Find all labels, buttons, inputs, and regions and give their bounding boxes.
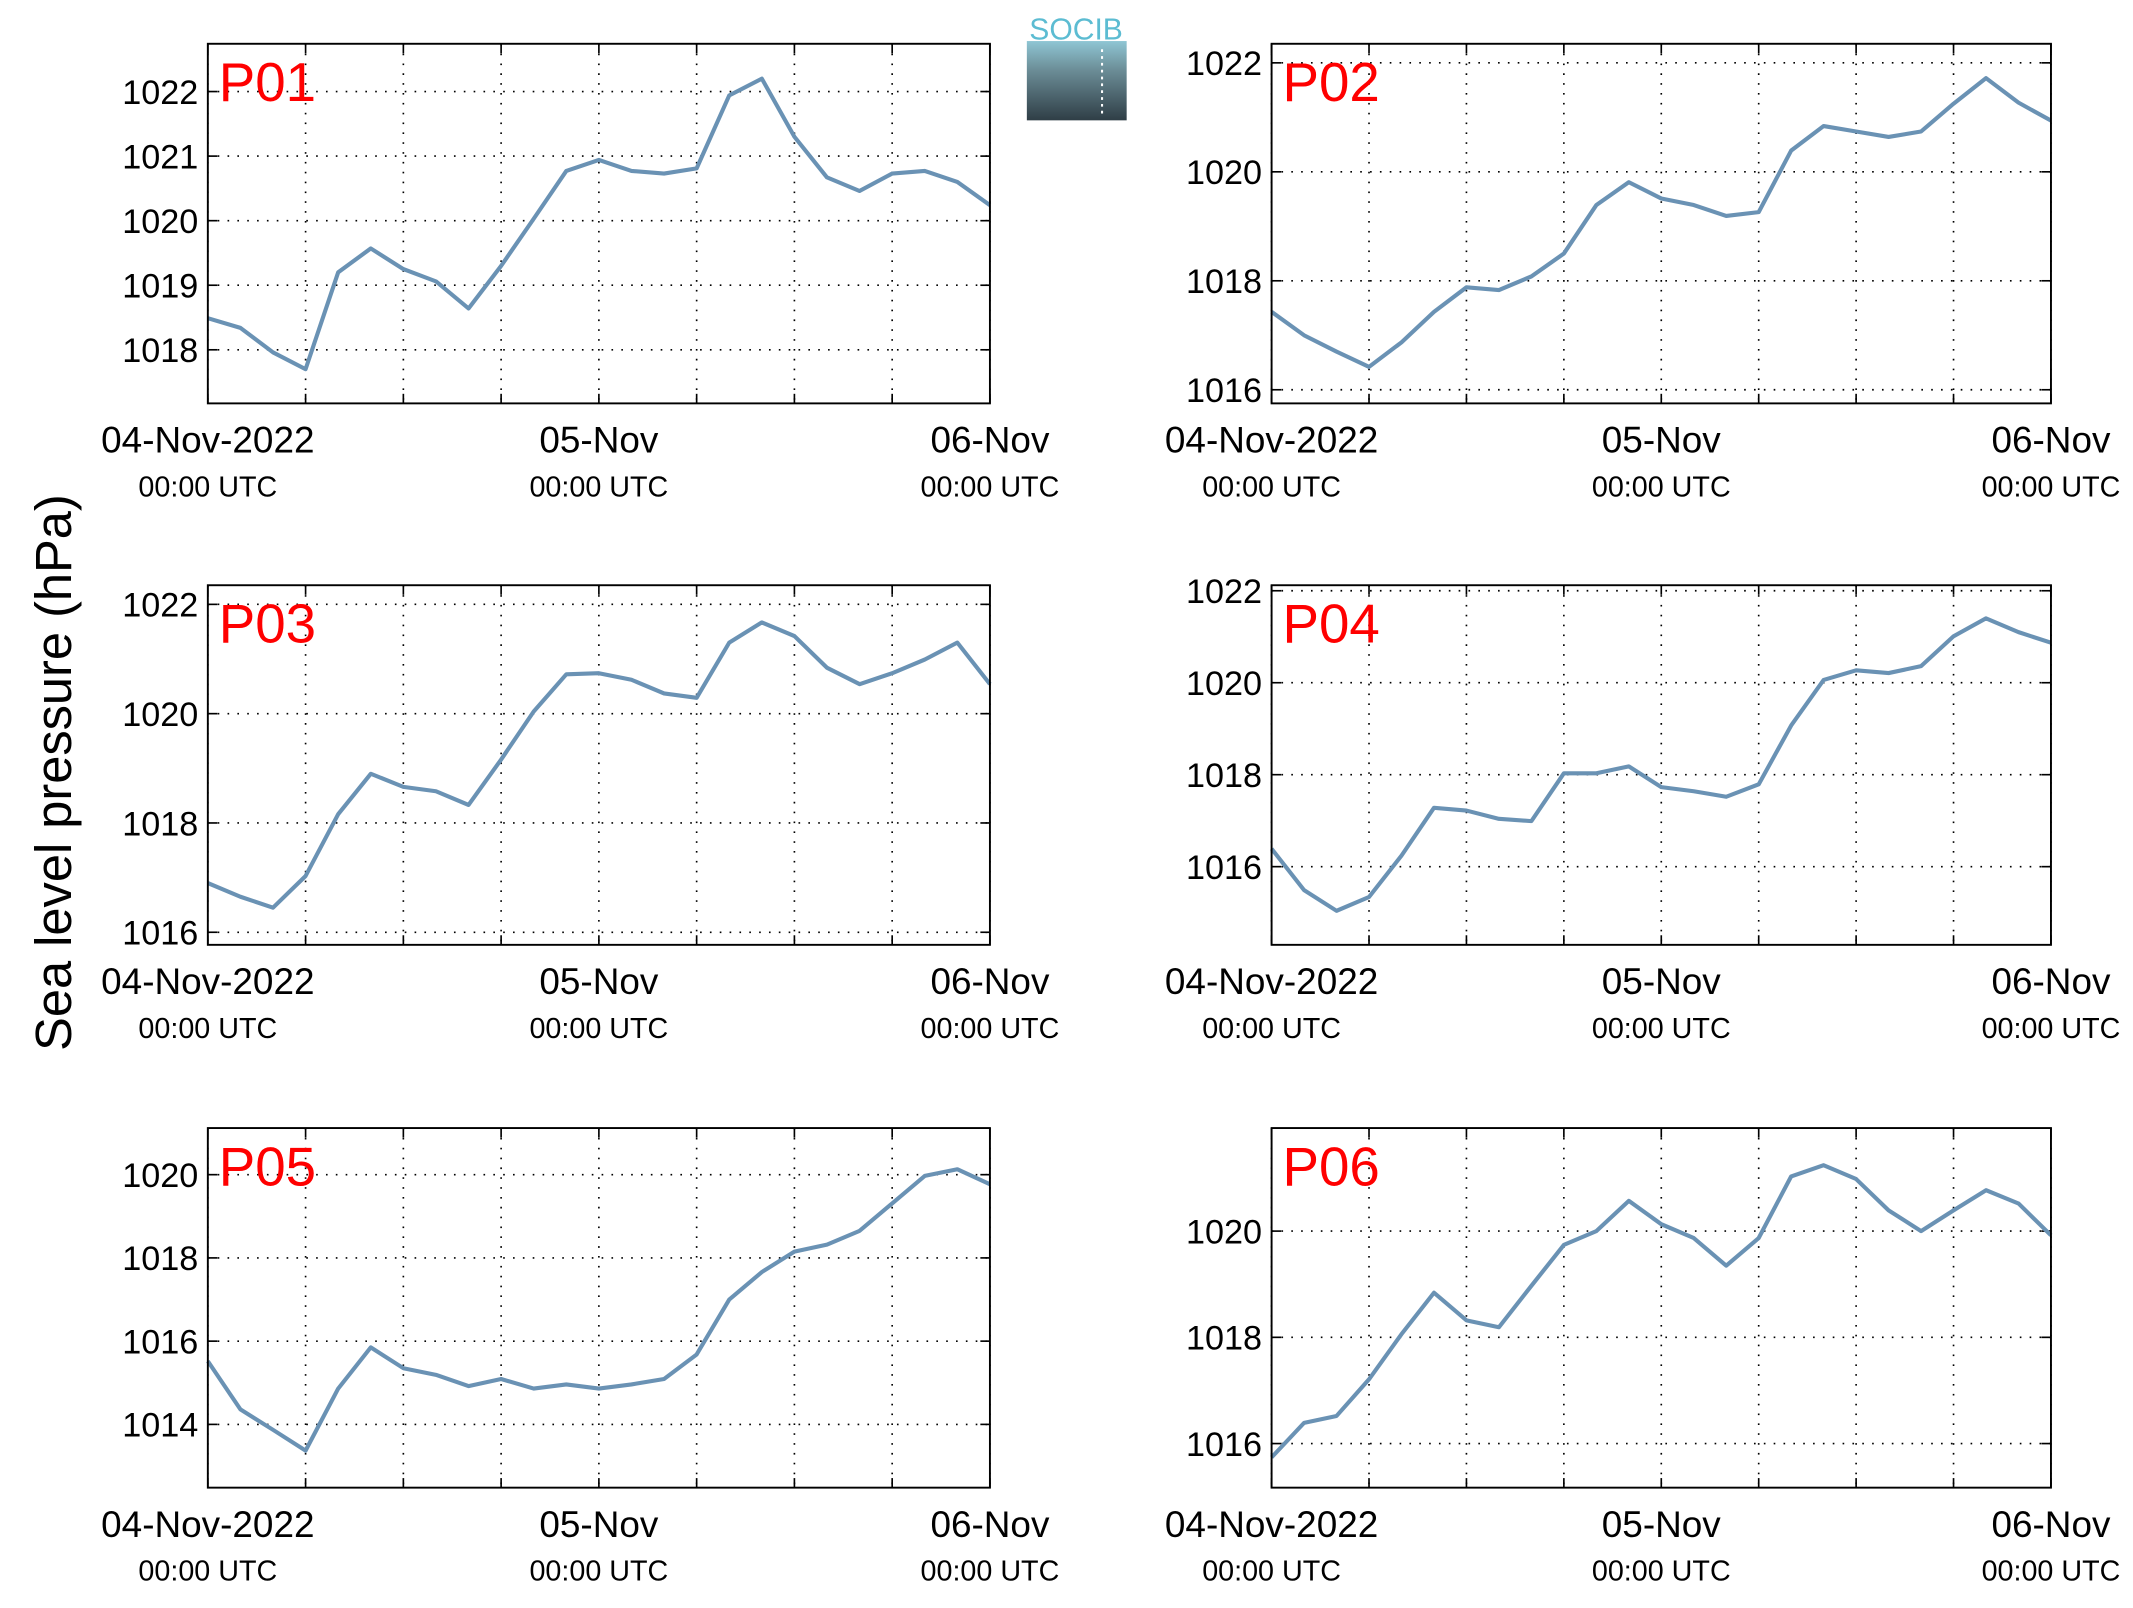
x-tick-sublabel: 00:00 UTC xyxy=(1982,1013,2121,1045)
y-tick-label: 1020 xyxy=(1186,154,1262,192)
x-tick-label: 05-Nov xyxy=(539,420,659,461)
x-tick-sublabel: 00:00 UTC xyxy=(1592,471,1731,503)
y-tick-label: 1016 xyxy=(1186,849,1262,887)
x-tick-sublabel: 00:00 UTC xyxy=(1982,1556,2121,1588)
y-tick-label: 1020 xyxy=(122,203,198,241)
x-tick-label: 04-Nov-2022 xyxy=(1165,420,1378,461)
y-tick-label: 1020 xyxy=(1186,1213,1262,1251)
panel-title: P01 xyxy=(219,51,316,113)
y-tick-label: 1016 xyxy=(122,915,198,953)
y-tick-label: 1022 xyxy=(122,74,198,112)
y-tick-label: 1020 xyxy=(122,1157,198,1195)
panel-title: P06 xyxy=(1283,1135,1380,1197)
logo: SOCIB xyxy=(1026,14,1127,121)
y-tick-label: 1019 xyxy=(122,268,198,306)
y-tick-label: 1016 xyxy=(122,1323,198,1361)
plot-frame xyxy=(1270,584,2052,946)
x-tick-label: 06-Nov xyxy=(1991,961,2111,1002)
y-tick-label: 1020 xyxy=(122,696,198,734)
x-tick-label: 05-Nov xyxy=(1602,420,1722,461)
plot-frame xyxy=(206,584,991,946)
data-line xyxy=(207,620,992,910)
x-tick-label: 04-Nov-2022 xyxy=(1165,1504,1378,1545)
x-tick-label: 04-Nov-2022 xyxy=(101,1504,314,1545)
x-tick-sublabel: 00:00 UTC xyxy=(529,1556,668,1588)
plot-frame xyxy=(1270,1127,2052,1489)
x-tick-sublabel: 00:00 UTC xyxy=(1592,1013,1731,1045)
x-tick-sublabel: 00:00 UTC xyxy=(138,1556,277,1588)
x-tick-label: 06-Nov xyxy=(1991,1504,2111,1545)
data-line xyxy=(1270,76,2052,369)
x-tick-sublabel: 00:00 UTC xyxy=(1202,1013,1341,1045)
x-tick-label: 05-Nov xyxy=(539,1504,659,1545)
y-tick-label: 1018 xyxy=(1186,1320,1262,1358)
panel-title: P02 xyxy=(1283,51,1380,113)
y-tick-label: 1022 xyxy=(122,587,198,625)
x-tick-label: 05-Nov xyxy=(1602,1504,1722,1545)
panel-title: P03 xyxy=(219,593,316,655)
x-tick-label: 06-Nov xyxy=(1991,420,2111,461)
logo-badge xyxy=(1026,41,1127,121)
x-tick-sublabel: 00:00 UTC xyxy=(1202,471,1341,503)
y-tick-label: 1022 xyxy=(1186,573,1262,611)
x-tick-sublabel: 00:00 UTC xyxy=(921,471,1060,503)
y-axis-label: Sea level pressure (hPa) xyxy=(25,494,82,1051)
y-tick-label: 1022 xyxy=(1186,45,1262,83)
x-tick-label: 04-Nov-2022 xyxy=(101,420,314,461)
y-tick-label: 1018 xyxy=(1186,757,1262,795)
x-tick-label: 04-Nov-2022 xyxy=(1165,961,1378,1002)
y-tick-label: 1018 xyxy=(1186,263,1262,301)
x-tick-sublabel: 00:00 UTC xyxy=(921,1556,1060,1588)
y-tick-label: 1018 xyxy=(122,805,198,843)
y-tick-label: 1018 xyxy=(122,1240,198,1278)
data-line xyxy=(1269,616,2052,913)
x-tick-sublabel: 00:00 UTC xyxy=(138,471,277,503)
data-line xyxy=(207,76,992,372)
logo-text: SOCIB xyxy=(1029,14,1123,47)
panel-title: P04 xyxy=(1283,593,1380,655)
x-tick-label: 06-Nov xyxy=(930,961,1050,1002)
x-tick-label: 04-Nov-2022 xyxy=(101,961,314,1002)
x-tick-sublabel: 00:00 UTC xyxy=(529,471,668,503)
x-tick-label: 06-Nov xyxy=(930,420,1050,461)
y-tick-label: 1016 xyxy=(1186,372,1262,410)
plot-frame xyxy=(206,42,991,405)
y-tick-label: 1020 xyxy=(1186,665,1262,703)
data-line xyxy=(1270,1163,2053,1459)
x-tick-label: 06-Nov xyxy=(930,1504,1050,1545)
y-tick-label: 1016 xyxy=(1186,1426,1262,1464)
panel-title: P05 xyxy=(219,1135,316,1197)
x-tick-sublabel: 00:00 UTC xyxy=(529,1013,668,1045)
x-tick-sublabel: 00:00 UTC xyxy=(138,1013,277,1045)
data-line xyxy=(206,1167,991,1453)
plot-frame xyxy=(206,1127,991,1489)
x-tick-sublabel: 00:00 UTC xyxy=(1982,471,2121,503)
x-tick-label: 05-Nov xyxy=(539,961,659,1002)
y-tick-label: 1021 xyxy=(122,138,198,176)
x-tick-label: 05-Nov xyxy=(1602,961,1722,1002)
y-tick-label: 1014 xyxy=(122,1407,198,1445)
plot-frame xyxy=(1270,42,2052,405)
x-tick-sublabel: 00:00 UTC xyxy=(1202,1556,1341,1588)
x-tick-sublabel: 00:00 UTC xyxy=(1592,1556,1731,1588)
x-tick-sublabel: 00:00 UTC xyxy=(921,1013,1060,1045)
y-tick-label: 1018 xyxy=(122,332,198,370)
